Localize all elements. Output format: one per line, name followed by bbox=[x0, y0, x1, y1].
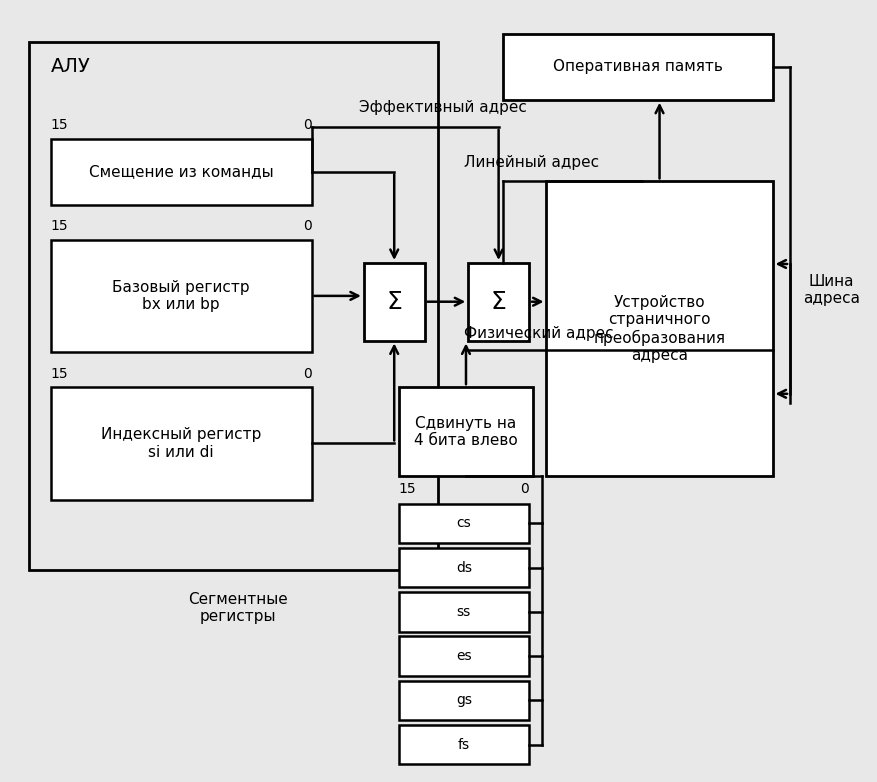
Text: 0: 0 bbox=[303, 220, 311, 233]
Bar bbox=[29, 41, 438, 569]
Text: Физический адрес: Физический адрес bbox=[463, 325, 613, 340]
Text: cs: cs bbox=[456, 516, 471, 530]
Text: Устройство
страничного
преобразования
адреса: Устройство страничного преобразования ад… bbox=[593, 295, 724, 363]
Text: 0: 0 bbox=[303, 118, 311, 132]
Text: Σ: Σ bbox=[386, 289, 402, 314]
Bar bbox=[398, 504, 529, 543]
Text: 15: 15 bbox=[51, 367, 68, 381]
Text: ss: ss bbox=[456, 605, 470, 619]
Bar bbox=[398, 637, 529, 676]
Text: Смещение из команды: Смещение из команды bbox=[89, 164, 273, 179]
Text: 15: 15 bbox=[51, 220, 68, 233]
Text: gs: gs bbox=[455, 694, 471, 708]
Bar bbox=[398, 387, 533, 476]
Text: Линейный адрес: Линейный адрес bbox=[463, 155, 598, 170]
Text: 0: 0 bbox=[303, 367, 311, 381]
Bar bbox=[398, 680, 529, 720]
Text: fs: fs bbox=[457, 737, 469, 752]
Bar bbox=[398, 548, 529, 587]
Bar bbox=[467, 263, 529, 340]
Text: 15: 15 bbox=[398, 482, 416, 496]
Text: Базовый регистр
bx или bp: Базовый регистр bx или bp bbox=[112, 280, 250, 312]
Bar bbox=[363, 263, 424, 340]
Text: Шина
адреса: Шина адреса bbox=[802, 274, 859, 307]
Bar bbox=[51, 387, 311, 500]
Bar bbox=[51, 138, 311, 205]
Text: Оперативная память: Оперативная память bbox=[553, 59, 722, 74]
Text: АЛУ: АЛУ bbox=[51, 57, 90, 76]
Text: Сдвинуть на
4 бита влево: Сдвинуть на 4 бита влево bbox=[414, 415, 517, 448]
Bar bbox=[51, 239, 311, 352]
Text: es: es bbox=[455, 649, 471, 663]
Bar bbox=[503, 34, 772, 100]
Bar bbox=[398, 592, 529, 632]
Bar bbox=[398, 725, 529, 765]
Text: Сегментные
регистры: Сегментные регистры bbox=[188, 592, 287, 625]
Bar bbox=[545, 181, 772, 476]
Text: Σ: Σ bbox=[490, 289, 506, 314]
Text: Индексный регистр
si или di: Индексный регистр si или di bbox=[101, 427, 261, 460]
Text: 15: 15 bbox=[51, 118, 68, 132]
Text: 0: 0 bbox=[520, 482, 529, 496]
Text: ds: ds bbox=[455, 561, 471, 575]
Text: Эффективный адрес: Эффективный адрес bbox=[359, 100, 527, 116]
